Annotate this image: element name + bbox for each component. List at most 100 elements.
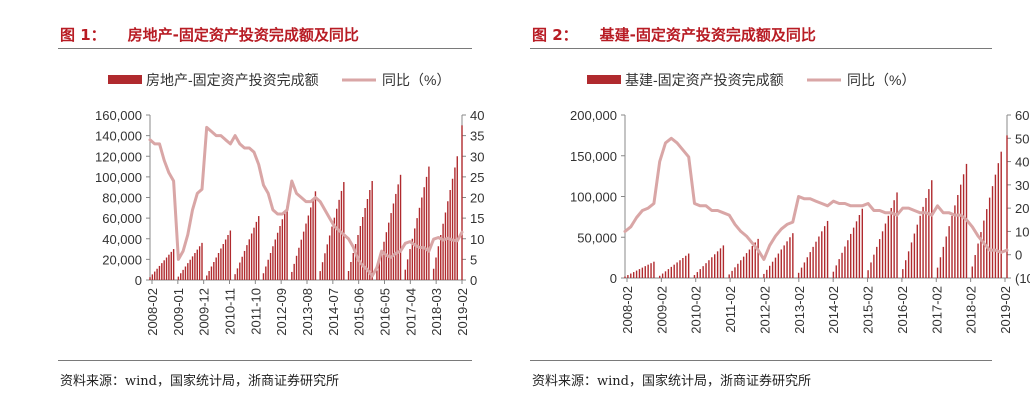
bar [988,197,991,278]
bar [300,239,302,280]
bar [151,274,154,280]
bar [161,263,163,280]
bar [861,208,864,278]
bar [800,267,803,278]
bar [354,244,357,280]
legend-line-label: 同比（%） [382,72,450,88]
chart-panel-infrastructure: 图 2： 基建-固定资产投资完成额及同比 基建-固定资产投资完成额 同比（%） 200… [515,0,1030,417]
y-left-tick-label: 0 [135,273,142,288]
bar [451,178,454,280]
bar [222,244,224,280]
bar [241,256,243,280]
bar [748,249,751,278]
bar [461,125,463,280]
bar [676,262,678,278]
bar [314,191,317,280]
chart-real-estate: 房地产-固定资产投资完成额 同比（%） 160,000 140,000 120,000 1… [95,72,484,336]
bar [632,272,635,278]
bar [630,273,632,278]
bar [714,254,716,278]
bar [295,255,298,280]
bar [847,240,849,278]
bar [449,190,451,280]
bar [340,190,343,280]
bar [731,270,733,278]
bar [919,215,921,278]
x-tick-label: 2014-02 [826,286,841,334]
bar [983,220,985,278]
bar [711,257,713,278]
bar [699,269,701,278]
bar [435,257,437,280]
bar [272,246,274,280]
bar [670,266,673,278]
bar [298,247,300,280]
bar [702,266,704,278]
x-tick-label: 2014-07 [326,288,341,336]
bar [338,199,340,280]
bar [267,259,269,280]
bar [191,256,194,280]
bar [832,271,835,278]
bar [189,259,191,280]
bar [324,253,326,280]
bar [850,233,852,278]
bar [156,268,158,280]
bar [182,269,184,280]
bar [768,265,771,278]
bar [454,167,456,280]
bar [803,262,806,278]
x-tick-label: 2016-05 [378,288,393,336]
x-tick-label: 2019-02 [998,286,1013,334]
bar [418,207,421,280]
x-tick-label: 2019-02 [455,288,470,336]
yoy-line [148,125,464,278]
bar [388,222,390,280]
bar [722,245,725,278]
bar [951,215,953,278]
x-tick-label: 2012-02 [757,286,772,334]
bar [253,227,255,280]
bar [962,174,965,278]
bar [184,266,187,280]
bar [644,266,646,278]
bar [302,231,305,280]
bar [208,271,210,280]
x-tick-label: 2008-02 [145,288,160,336]
bar [910,242,913,278]
bar [220,248,222,280]
bar [792,233,794,278]
y-left-tick-label: 160,000 [95,108,142,123]
bar [456,156,458,280]
y-right-tick-label: 50 [1015,131,1029,146]
bar [397,184,399,280]
bar [425,176,428,280]
figure-number: 图 1： [60,26,106,44]
bar [326,244,328,280]
bar [201,242,203,280]
bar [821,231,823,278]
bar [974,255,976,278]
bar [893,200,895,278]
bar [667,269,670,278]
bar [873,254,875,278]
bar [392,203,395,280]
y-right-tick-label: 5 [470,252,477,267]
bar [366,199,369,280]
bar [350,262,352,280]
bar [719,248,722,278]
x-tick-label: 2018-03 [429,288,444,336]
title-rule [530,48,992,49]
bar [823,226,826,278]
bar [333,217,336,280]
bar [994,174,997,278]
chart-infrastructure: 基建-固定资产投资完成额 同比（%） 200,000 150,000 100,000 50… [570,72,1030,334]
x-tick-label: 2017-04 [403,288,418,336]
bar [248,239,250,280]
bar [172,249,175,280]
bar [310,207,312,280]
bar [867,270,869,278]
bar [797,272,800,278]
bar [931,180,933,278]
bar [347,271,350,280]
